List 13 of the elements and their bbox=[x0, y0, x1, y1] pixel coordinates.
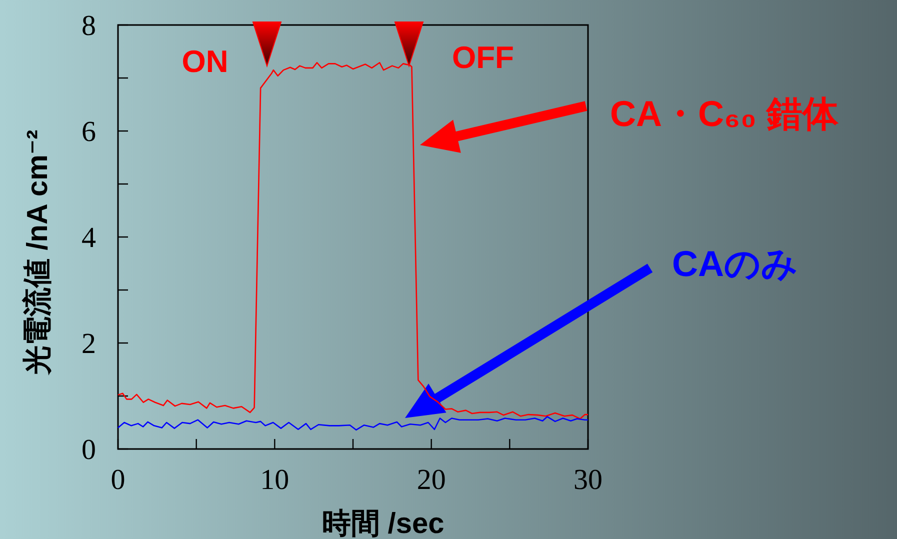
y-axis-title: 光電流値 /nA cm⁻² bbox=[21, 129, 54, 376]
x-tick-label: 30 bbox=[574, 464, 602, 496]
annotation: ON bbox=[182, 44, 228, 79]
x-tick-label: 20 bbox=[416, 464, 446, 496]
x-tick-label: 0 bbox=[110, 464, 126, 496]
y-tick-label: 8 bbox=[82, 10, 96, 42]
x-tick-label: 10 bbox=[260, 464, 290, 496]
y-tick-label: 6 bbox=[82, 116, 96, 148]
y-tick-label: 2 bbox=[82, 328, 96, 360]
y-tick-label: 0 bbox=[82, 434, 96, 466]
y-tick-label: 4 bbox=[82, 222, 96, 254]
annotation: OFF bbox=[452, 40, 514, 75]
x-axis-title: 時間 /sec bbox=[322, 508, 444, 539]
